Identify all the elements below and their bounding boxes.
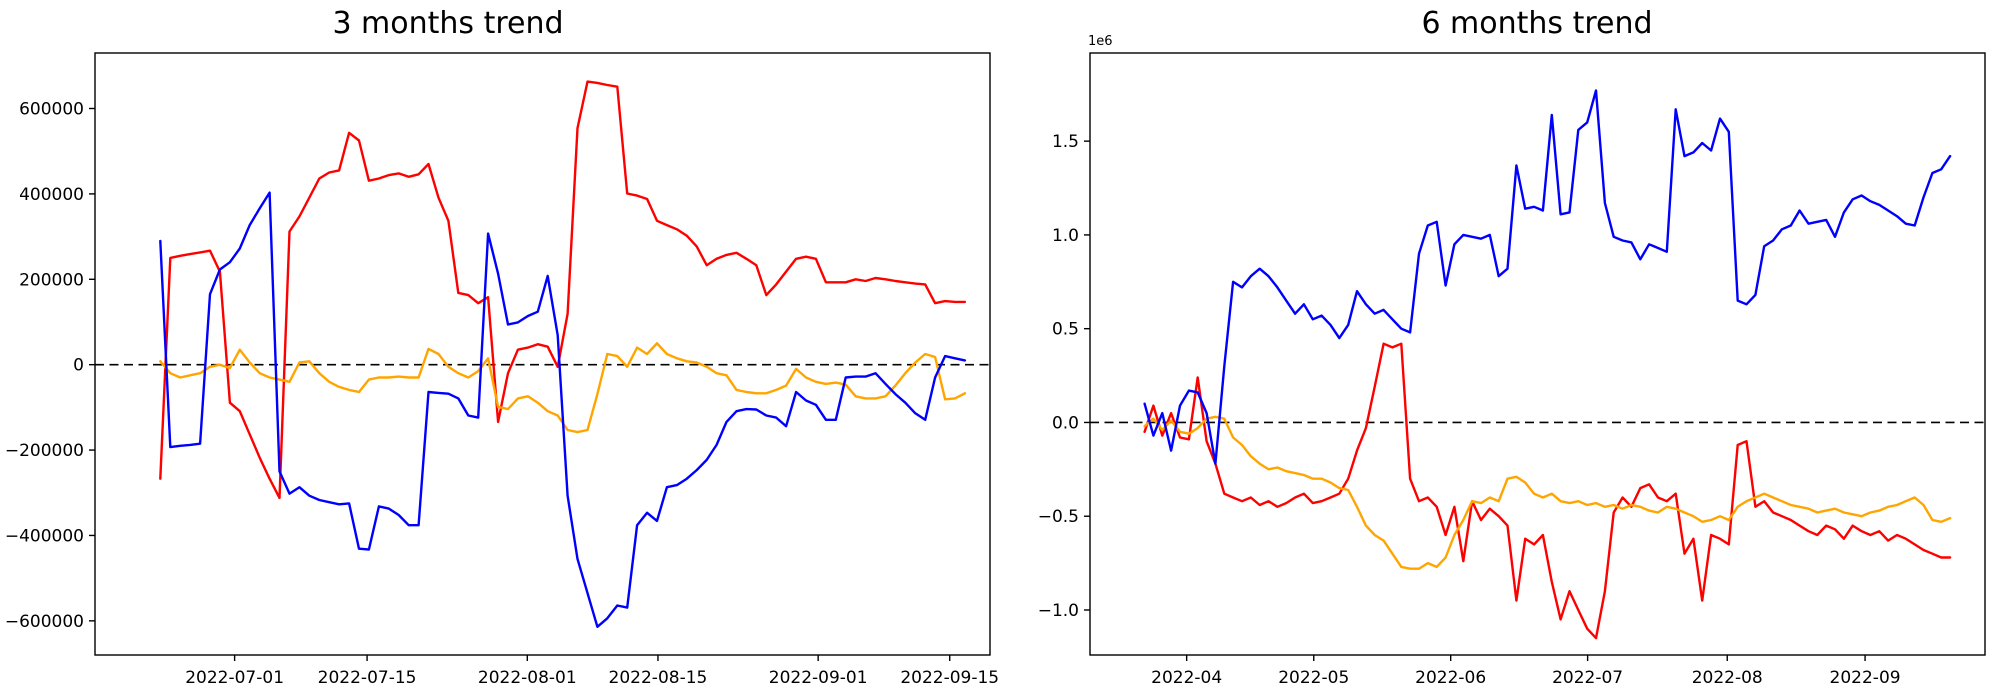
x-tick-label: 2022-07-01 bbox=[185, 668, 284, 688]
y-tick-label: −200000 bbox=[5, 441, 84, 461]
x-tick-label: 2022-08 bbox=[1692, 668, 1763, 688]
y-tick-label: −600000 bbox=[5, 612, 84, 632]
series-line-blue bbox=[159, 191, 967, 628]
series-line-red bbox=[159, 80, 967, 500]
x-tick-label: 2022-07-15 bbox=[318, 668, 417, 688]
x-tick-label: 2022-04 bbox=[1151, 668, 1222, 688]
left-chart-title: 3 months trend bbox=[332, 6, 564, 41]
series-line-orange bbox=[1143, 415, 1952, 570]
y-tick-label: 0 bbox=[73, 356, 84, 376]
y-tick-label: 400000 bbox=[19, 185, 84, 205]
y-tick-label: −400000 bbox=[5, 526, 84, 546]
x-tick-label: 2022-07 bbox=[1552, 668, 1623, 688]
x-tick-label: 2022-09 bbox=[1830, 668, 1901, 688]
y-tick-label: 1.0 bbox=[1052, 226, 1079, 246]
six-months-chart-canvas: 1.5 1.0 0.5 0.0 −0.5 −1.0 2022-04 2022-05 2022-0… bbox=[1038, 34, 1986, 688]
series-line-red bbox=[1143, 342, 1952, 640]
x-tick-label: 2022-08-15 bbox=[609, 668, 708, 688]
x-tick-label: 2022-09-15 bbox=[900, 668, 999, 688]
y-tick-label: −0.5 bbox=[1038, 507, 1079, 527]
y-tick-label: −1.0 bbox=[1038, 601, 1079, 621]
x-tick-label: 2022-09-01 bbox=[769, 668, 868, 688]
y-axis-offset-label: 1e6 bbox=[1088, 34, 1113, 49]
x-tick-label: 2022-06 bbox=[1415, 668, 1486, 688]
y-tick-label: 0.5 bbox=[1052, 320, 1079, 340]
y-tick-label: 0.0 bbox=[1052, 413, 1079, 433]
y-tick-label: 600000 bbox=[19, 100, 84, 120]
plot-border bbox=[94, 52, 991, 656]
x-tick-label: 2022-08-01 bbox=[478, 668, 577, 688]
three-months-figure: 3 months trend 600000 400000 200000 0 −20000… bbox=[5, 6, 999, 688]
right-chart-title: 6 months trend bbox=[1421, 6, 1653, 41]
y-tick-label: 200000 bbox=[19, 270, 84, 290]
six-months-figure: 6 months trend 1.5 1.0 0.5 0.0 −0.5 −1.0 2022-… bbox=[1000, 0, 2000, 700]
series-line-blue bbox=[1143, 89, 1952, 465]
three-months-chart-canvas: 600000 400000 200000 0 −200000 −400000 −600000… bbox=[5, 52, 999, 688]
x-tick-label: 2022-05 bbox=[1278, 668, 1349, 688]
plot-border bbox=[1089, 52, 1986, 656]
y-tick-label: 1.5 bbox=[1052, 132, 1079, 152]
